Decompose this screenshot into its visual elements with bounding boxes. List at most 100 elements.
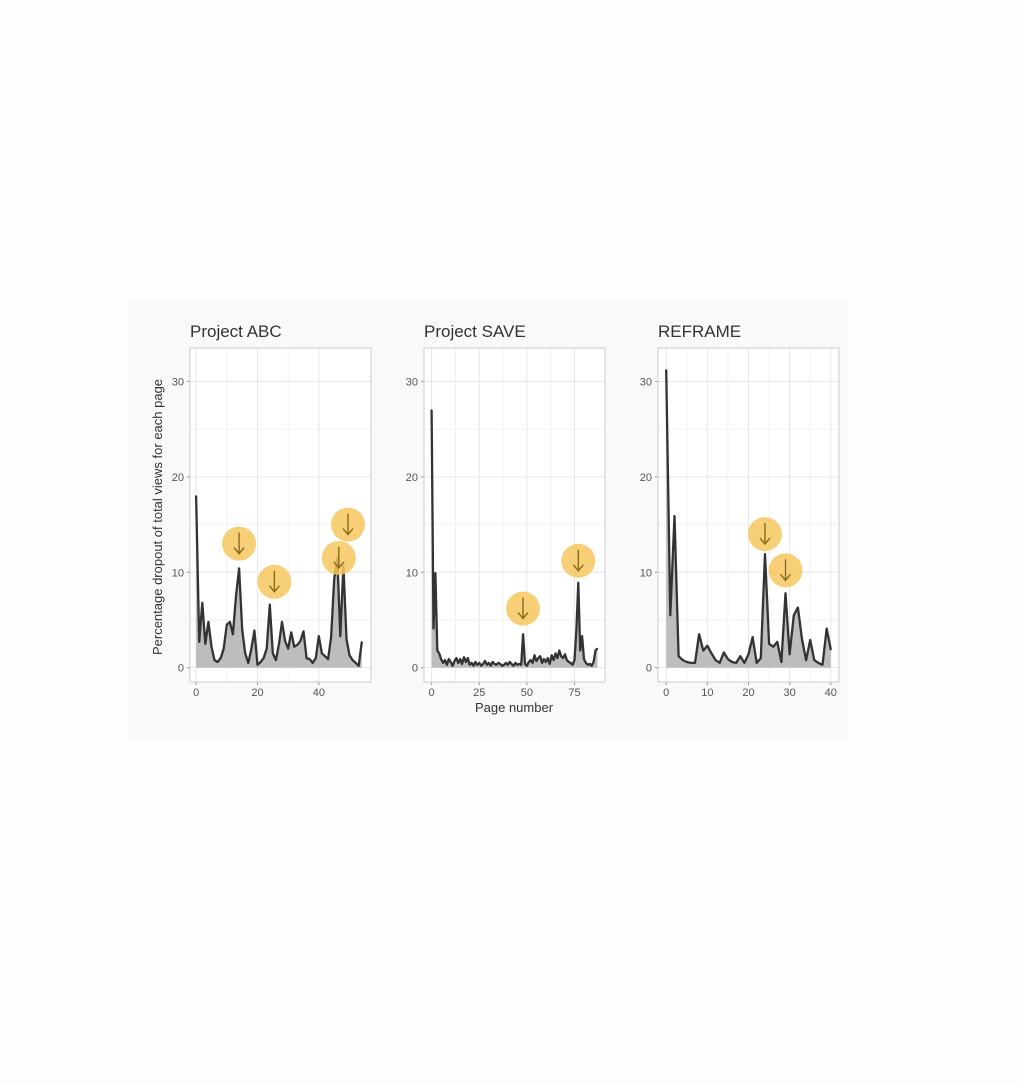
data-point [476, 664, 479, 666]
data-point [817, 662, 820, 664]
data-point [524, 663, 526, 665]
x-tick-label: 40 [825, 687, 837, 699]
data-point [665, 369, 667, 371]
data-point [253, 629, 256, 632]
data-point [780, 661, 783, 663]
data-point [321, 652, 323, 655]
data-point [299, 640, 302, 642]
data-point [354, 662, 357, 664]
data-point [516, 664, 519, 666]
dropout-callout [506, 591, 541, 626]
panel-reframe: REFRAME 0 10 20 30 0 10 20 30 40 [640, 322, 840, 699]
data-point [305, 657, 308, 659]
data-point [739, 655, 742, 657]
data-point [760, 657, 762, 659]
data-point [315, 657, 317, 659]
data-point [735, 662, 737, 664]
data-point [296, 644, 299, 646]
data-point [508, 661, 511, 663]
data-point [468, 664, 471, 666]
data-point [256, 664, 259, 666]
data-point [723, 651, 725, 654]
data-point [764, 553, 766, 555]
data-point [311, 662, 314, 664]
data-point [195, 495, 197, 497]
data-point [755, 662, 758, 664]
data-point [571, 664, 574, 666]
data-point [541, 662, 543, 664]
data-point [457, 662, 460, 664]
data-point [560, 655, 562, 657]
arrow-head [759, 537, 771, 546]
arrow-head [517, 612, 529, 620]
data-point [731, 661, 733, 663]
data-point [293, 645, 296, 648]
dropout-callout [768, 553, 803, 588]
data-point [491, 661, 494, 663]
data-point [776, 641, 779, 643]
data-point [453, 660, 456, 662]
data-point [219, 657, 222, 659]
data-point [547, 657, 549, 659]
data-point [348, 654, 351, 657]
data-point [244, 652, 246, 655]
data-point [275, 659, 277, 661]
dropout-callout [747, 517, 782, 552]
data-point [548, 663, 551, 665]
x-tick-label: 50 [521, 687, 533, 699]
data-point [788, 653, 791, 656]
data-point [440, 658, 442, 660]
data-point [250, 647, 253, 650]
data-point [448, 658, 450, 660]
data-point [478, 662, 481, 664]
x-tick-label: 0 [193, 687, 199, 699]
data-point [446, 664, 448, 666]
data-point [554, 652, 557, 655]
data-point [216, 661, 219, 663]
data-point [592, 661, 595, 663]
data-point [507, 664, 509, 666]
data-point [727, 658, 729, 660]
x-tick-label: 75 [568, 687, 580, 699]
dropout-callout [321, 540, 356, 575]
x-axis-title: Page number [475, 700, 554, 715]
data-point [539, 655, 541, 657]
data-point [281, 621, 283, 623]
x-tick-label: 0 [663, 687, 669, 699]
x-tick-label: 0 [429, 687, 435, 699]
panel-title-project-abc: Project ABC [190, 322, 282, 341]
dropout-callout [257, 564, 292, 599]
y-tick-label: 10 [640, 567, 652, 579]
data-point [272, 652, 274, 655]
data-point [278, 643, 280, 645]
x-tick-label: 25 [473, 687, 485, 699]
data-point [589, 663, 591, 665]
data-point [784, 592, 787, 595]
data-point [550, 654, 553, 657]
panel-project-abc: Project ABC 0 10 20 30 0 20 40 [172, 322, 372, 699]
data-point [302, 630, 305, 633]
data-point [226, 623, 228, 626]
data-point [489, 665, 492, 667]
y-tick-label: 30 [172, 376, 184, 388]
data-point [472, 665, 475, 667]
panel-title-reframe: REFRAME [658, 322, 741, 341]
dropout-area [196, 495, 362, 668]
data-point [587, 664, 589, 666]
data-point [339, 635, 342, 637]
data-point [698, 633, 700, 636]
data-point [330, 636, 332, 638]
data-point [556, 657, 559, 659]
data-point [714, 659, 717, 661]
x-tick-label: 20 [251, 687, 263, 699]
y-tick-label: 0 [646, 663, 652, 675]
data-point [493, 663, 496, 665]
data-point [503, 664, 505, 666]
data-point [269, 603, 271, 606]
data-point [537, 657, 540, 659]
data-point [805, 659, 807, 661]
panel-border [657, 347, 840, 683]
data-point [801, 638, 803, 640]
data-point [455, 657, 458, 659]
